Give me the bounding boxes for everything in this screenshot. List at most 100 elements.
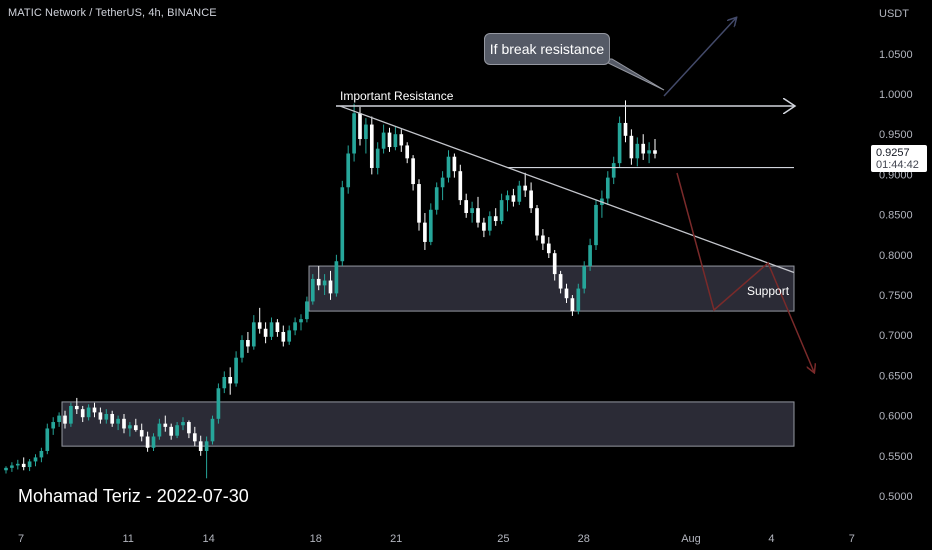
- candle: [611, 156, 616, 185]
- candlestick-series: [4, 100, 657, 479]
- candle-body: [187, 422, 191, 434]
- candle-body: [387, 132, 392, 148]
- candle: [69, 402, 73, 427]
- candle: [629, 129, 634, 165]
- support-zone[interactable]: [308, 265, 795, 312]
- y-tick-label: 0.9500: [879, 129, 913, 141]
- candle-body: [92, 407, 97, 413]
- candle-body: [33, 457, 38, 462]
- candle: [133, 418, 138, 432]
- y-tick-label: 0.6000: [879, 411, 913, 423]
- candle-body: [116, 418, 120, 424]
- candle-body: [74, 405, 79, 410]
- candle-body: [629, 135, 634, 159]
- candle: [493, 208, 498, 226]
- candle: [228, 367, 233, 395]
- x-tick-label: 18: [310, 533, 322, 545]
- candle-body: [434, 187, 439, 210]
- candle: [86, 404, 91, 421]
- candle: [246, 331, 250, 353]
- y-tick-label: 0.7500: [879, 290, 913, 302]
- x-axis[interactable]: 7 11 14 18 21 25 28 Aug 4 7: [18, 533, 855, 545]
- candle-body: [558, 274, 563, 289]
- candle: [369, 116, 374, 175]
- y-tick-label: 1.0000: [879, 89, 913, 101]
- candle: [305, 296, 309, 323]
- candle-body: [133, 425, 138, 431]
- candle-body: [45, 428, 50, 451]
- candle: [552, 249, 557, 281]
- candle: [39, 447, 44, 463]
- candle: [45, 423, 50, 455]
- candle: [157, 418, 162, 440]
- candle-body: [251, 322, 256, 347]
- candle-body: [546, 243, 551, 254]
- important-resistance-label: Important Resistance: [340, 89, 454, 103]
- candle-body: [653, 150, 657, 154]
- candle: [434, 182, 439, 215]
- candle: [499, 193, 504, 225]
- candle: [340, 180, 345, 267]
- candle: [570, 295, 575, 316]
- candle-body: [535, 208, 539, 236]
- candle: [169, 423, 174, 440]
- y-axis[interactable]: 1.0500 1.0000 0.9500 0.9000 0.8500 0.8000 0.75…: [879, 49, 913, 503]
- candle: [21, 457, 26, 471]
- candle-body: [257, 322, 262, 329]
- x-tick-label: 11: [122, 533, 133, 545]
- candle-body: [204, 441, 209, 451]
- candle: [417, 179, 421, 231]
- candle: [635, 137, 640, 167]
- candle: [234, 351, 238, 387]
- descending-trendline[interactable]: [339, 105, 795, 274]
- candle-body: [310, 278, 315, 302]
- candle: [51, 417, 56, 435]
- candle: [181, 417, 185, 431]
- candle: [275, 319, 280, 337]
- candle: [529, 182, 533, 213]
- candle-body: [505, 195, 510, 201]
- candle: [482, 217, 486, 238]
- candle: [352, 103, 356, 162]
- demand-zone[interactable]: [61, 401, 795, 447]
- candle: [4, 466, 8, 474]
- last-price-badge: 0.9257 01:44:42: [871, 145, 927, 172]
- candle-body: [334, 261, 339, 294]
- bearish-projection-path[interactable]: [676, 172, 814, 372]
- candle-body: [399, 134, 404, 146]
- candle-body: [305, 301, 309, 320]
- candle-body: [293, 322, 297, 331]
- candle-body: [476, 208, 480, 223]
- candle: [582, 261, 587, 294]
- y-tick-label: 0.7000: [879, 330, 913, 342]
- candle-body: [487, 216, 492, 231]
- candle-body: [216, 388, 221, 419]
- candle-body: [287, 330, 292, 342]
- candle: [576, 283, 581, 315]
- candle-body: [369, 124, 374, 168]
- y-tick-label: 0.5000: [879, 491, 913, 503]
- candle: [546, 237, 551, 259]
- candle-body: [328, 280, 333, 294]
- symbol-header[interactable]: MATIC Network / TetherUS, 4h, BINANCE: [8, 7, 217, 19]
- candle-body: [635, 143, 640, 159]
- candle: [116, 415, 120, 431]
- bullish-projection-arrow[interactable]: [663, 18, 736, 97]
- candle-body: [269, 322, 274, 337]
- candle-body: [80, 409, 85, 418]
- candle: [293, 317, 297, 336]
- candle-body: [541, 235, 545, 244]
- candle: [511, 188, 516, 207]
- x-tick-label: 7: [18, 533, 24, 545]
- candle: [446, 150, 451, 183]
- candle-body: [299, 319, 303, 323]
- candle: [334, 254, 339, 297]
- candle-body: [364, 124, 368, 140]
- candle: [523, 172, 528, 197]
- candle-body: [281, 331, 286, 342]
- candle-body: [588, 245, 592, 267]
- candle: [263, 322, 268, 344]
- callout-if-break-resistance[interactable]: If break resistance: [484, 33, 610, 65]
- last-price: 0.9257: [876, 147, 910, 159]
